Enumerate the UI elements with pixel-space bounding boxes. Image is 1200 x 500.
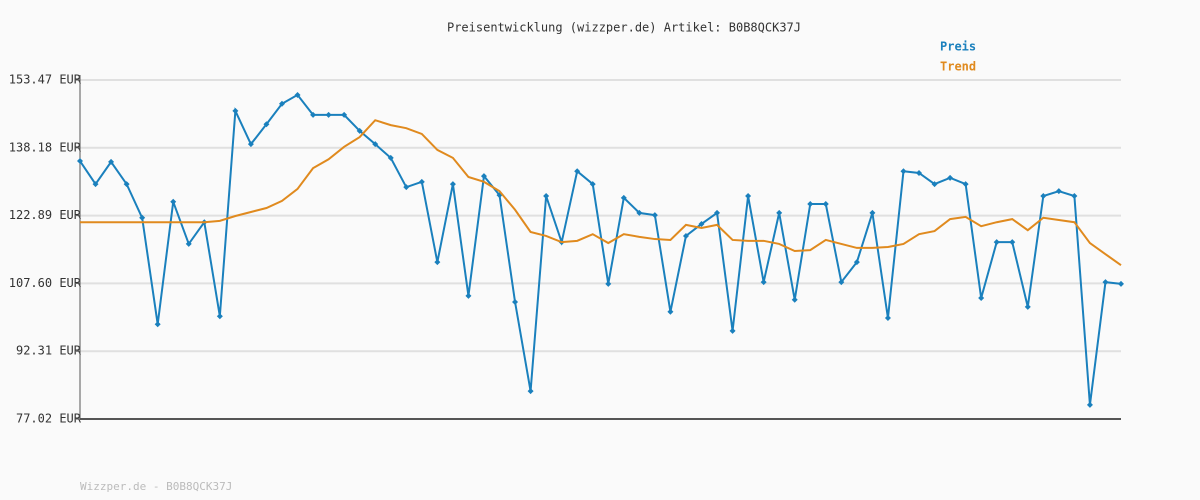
point [869, 209, 876, 216]
chart-title: Preisentwicklung (wizzper.de) Artikel: B… [447, 21, 801, 35]
point [651, 212, 658, 219]
point [1118, 280, 1124, 287]
point [729, 327, 736, 334]
point [838, 279, 845, 286]
point [605, 280, 612, 287]
point [589, 181, 596, 188]
point [123, 181, 130, 188]
point [714, 209, 721, 216]
point [822, 201, 829, 208]
point [139, 214, 146, 221]
point [682, 232, 689, 239]
y-tick-label: 153.47 EUR [9, 73, 82, 87]
point [620, 194, 627, 201]
point [294, 91, 301, 98]
point [465, 292, 472, 299]
point [480, 173, 487, 180]
point [434, 259, 441, 266]
point [325, 111, 332, 118]
point [77, 158, 83, 165]
point [263, 121, 270, 128]
point [947, 174, 954, 181]
series-line [80, 119, 1122, 267]
point [449, 181, 456, 188]
point [931, 181, 938, 188]
y-tick-label: 122.89 EUR [9, 208, 82, 222]
point [512, 299, 519, 306]
point [636, 209, 643, 216]
point [216, 313, 223, 320]
point [356, 127, 363, 134]
legend-label: Preis [940, 40, 976, 54]
y-tick-label: 77.02 EUR [16, 412, 82, 426]
point [108, 158, 115, 165]
point [154, 321, 161, 328]
y-tick-label: 107.60 EUR [9, 276, 82, 290]
point [527, 388, 534, 395]
point [247, 141, 254, 148]
point [232, 107, 239, 114]
point [1071, 193, 1078, 200]
point [760, 279, 767, 286]
point [884, 314, 891, 321]
point [698, 220, 705, 227]
point [993, 239, 1000, 246]
point [418, 178, 425, 185]
footer: Wizzper.de - B0B8QCK37J [80, 480, 232, 493]
point [916, 169, 923, 176]
y-tick-label: 138.18 EUR [9, 140, 82, 154]
point [962, 181, 969, 188]
point [403, 184, 410, 191]
point [387, 154, 394, 161]
point [900, 168, 907, 175]
point [341, 111, 348, 118]
point [807, 201, 814, 208]
legend-label: Trend [940, 60, 976, 74]
point [1009, 239, 1016, 246]
point [574, 168, 581, 175]
point [1086, 401, 1093, 408]
point [791, 296, 798, 303]
point [1102, 279, 1109, 286]
point [372, 141, 379, 148]
point [310, 111, 317, 118]
point [853, 259, 860, 266]
point [185, 240, 192, 247]
point [1040, 193, 1047, 200]
point [978, 295, 985, 302]
point [667, 308, 674, 315]
point [170, 198, 177, 205]
point [745, 193, 752, 200]
point [776, 209, 783, 216]
series-line [79, 93, 1122, 406]
point [543, 193, 550, 200]
point [92, 181, 99, 188]
point [1055, 188, 1062, 195]
point [278, 100, 285, 107]
y-tick-label: 92.31 EUR [16, 344, 82, 358]
point [1024, 303, 1031, 310]
